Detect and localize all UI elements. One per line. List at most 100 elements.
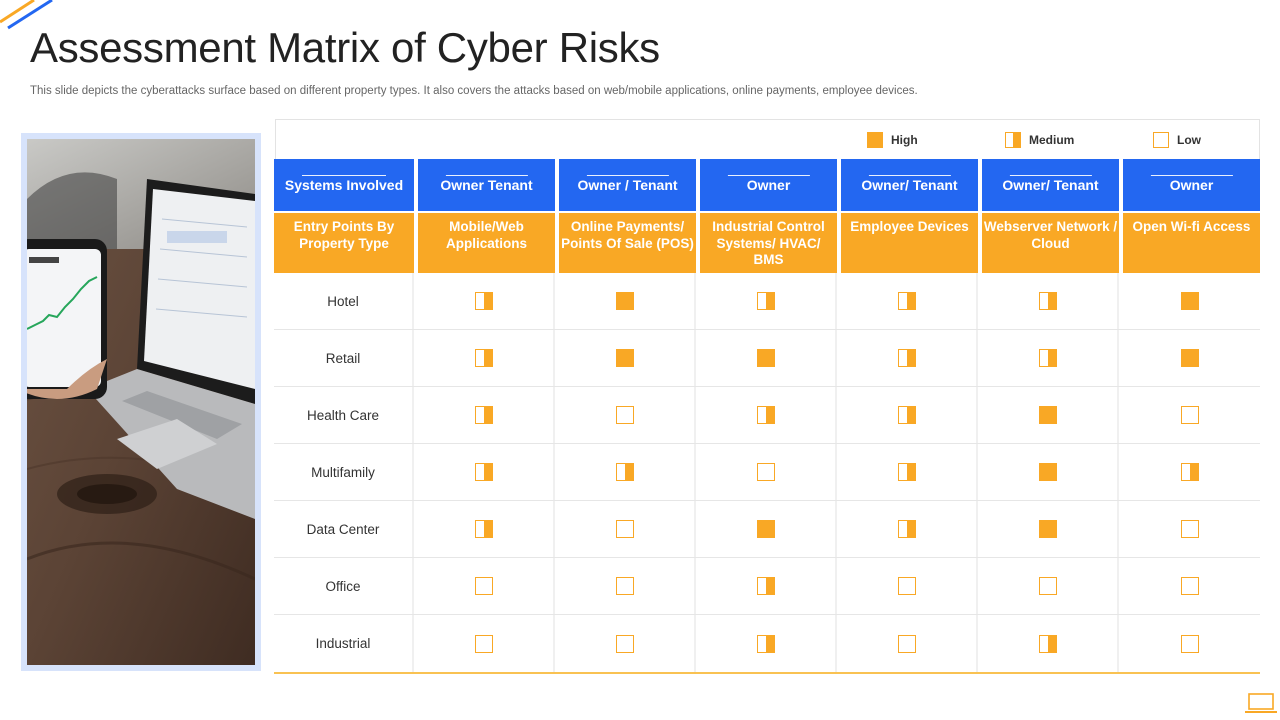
risk-cell [978, 444, 1119, 500]
systems-header-cell: Owner Tenant [418, 159, 555, 211]
medium-level-icon [615, 463, 634, 481]
risk-cell [555, 501, 696, 557]
risk-cell [978, 615, 1119, 672]
risk-cell [414, 273, 555, 329]
property-type-label: Industrial [315, 636, 371, 651]
risk-cell [696, 273, 837, 329]
medium-level-icon [1038, 292, 1057, 310]
risk-cell [837, 273, 978, 329]
high-level-icon [615, 292, 634, 310]
medium-level-icon [897, 292, 916, 310]
risk-cell [978, 558, 1119, 614]
risk-cell [1119, 615, 1260, 672]
entry-point-cell: Online Payments/ Points Of Sale (POS) [559, 213, 696, 273]
legend-medium: Medium [1005, 132, 1074, 148]
low-level-icon [1038, 577, 1057, 595]
medium-level-icon [897, 520, 916, 538]
row-label-cell: Multifamily [274, 444, 414, 500]
risk-cell [414, 330, 555, 386]
low-level-icon [1180, 406, 1199, 424]
high-level-icon [1038, 463, 1057, 481]
risk-cell [1119, 558, 1260, 614]
entry-point-cell: Industrial Control Systems/ HVAC/ BMS [700, 213, 837, 273]
systems-header-cell: Owner / Tenant [559, 159, 696, 211]
risk-cell [1119, 501, 1260, 557]
high-level-icon [756, 520, 775, 538]
risk-cell [414, 444, 555, 500]
legend-high-label: High [891, 133, 918, 147]
low-level-icon [615, 520, 634, 538]
legend-low: Low [1153, 132, 1201, 148]
medium-level-icon [756, 292, 775, 310]
risk-cell [414, 615, 555, 672]
low-level-icon [615, 634, 634, 653]
high-level-icon [615, 349, 634, 367]
risk-cell [978, 273, 1119, 329]
high-level-icon [1180, 292, 1199, 310]
legend-low-label: Low [1177, 133, 1201, 147]
laptop-icon [1245, 693, 1277, 713]
systems-header-cell: Owner/ Tenant [982, 159, 1119, 211]
risk-cell [837, 501, 978, 557]
risk-cell [555, 330, 696, 386]
risk-cell [696, 501, 837, 557]
risk-cell [837, 387, 978, 443]
risk-matrix: Systems Involved Owner Tenant Owner / Te… [274, 159, 1260, 674]
legend-high: High [867, 132, 918, 148]
low-level-icon [1180, 634, 1199, 653]
entry-point-cell: Webserver Network / Cloud [982, 213, 1119, 273]
table-row: Industrial [274, 615, 1260, 672]
property-type-label: Health Care [306, 407, 380, 423]
medium-level-icon [897, 463, 916, 481]
risk-cell [555, 387, 696, 443]
medium-level-icon [756, 577, 775, 595]
low-level-icon [615, 577, 634, 595]
row-label-cell: Office [274, 558, 414, 614]
risk-cell [1119, 444, 1260, 500]
low-level-icon [897, 634, 916, 653]
risk-cell [696, 330, 837, 386]
row-label-cell: Hotel [274, 273, 414, 329]
low-level-icon [756, 463, 775, 481]
entry-point-cell: Mobile/Web Applications [418, 213, 555, 273]
low-level-icon [1180, 520, 1199, 538]
low-level-icon [474, 634, 493, 653]
risk-cell [1119, 387, 1260, 443]
low-level-icon [1180, 577, 1199, 595]
property-type-label: Data Center [306, 521, 380, 537]
risk-cell [555, 444, 696, 500]
risk-cell [414, 501, 555, 557]
low-level-icon [615, 406, 634, 424]
page-subtitle: This slide depicts the cyberattacks surf… [30, 85, 918, 97]
page-title: Assessment Matrix of Cyber Risks [30, 24, 660, 71]
entry-point-cell: Entry Points By Property Type [274, 213, 414, 273]
systems-header-cell: Owner [700, 159, 837, 211]
table-row: Data Center [274, 501, 1260, 558]
property-type-label: Retail [325, 350, 361, 366]
risk-cell [696, 615, 837, 672]
medium-level-icon [1005, 132, 1021, 148]
medium-level-icon [474, 520, 493, 538]
table-row: Multifamily [274, 444, 1260, 501]
row-label-cell: Retail [274, 330, 414, 386]
high-level-icon [1180, 349, 1199, 367]
legend: High Medium Low [275, 119, 1260, 159]
laptop-phone-photo [27, 139, 255, 665]
risk-cell [555, 273, 696, 329]
legend-medium-label: Medium [1029, 133, 1075, 147]
high-level-icon [1038, 406, 1057, 424]
property-type-label: Office [325, 578, 361, 594]
medium-level-icon [474, 349, 493, 367]
risk-cell [414, 387, 555, 443]
medium-level-icon [474, 292, 493, 310]
risk-cell [1119, 330, 1260, 386]
table-row: Retail [274, 330, 1260, 387]
risk-cell [696, 444, 837, 500]
medium-level-icon [1180, 463, 1199, 481]
matrix-body: Hotel Retail Health Care Multifamily Data Ce… [274, 273, 1260, 674]
risk-cell [837, 444, 978, 500]
systems-header-cell: Systems Involved [274, 159, 414, 211]
table-row: Hotel [274, 273, 1260, 330]
medium-level-icon [1038, 349, 1057, 367]
medium-level-icon [756, 634, 775, 653]
